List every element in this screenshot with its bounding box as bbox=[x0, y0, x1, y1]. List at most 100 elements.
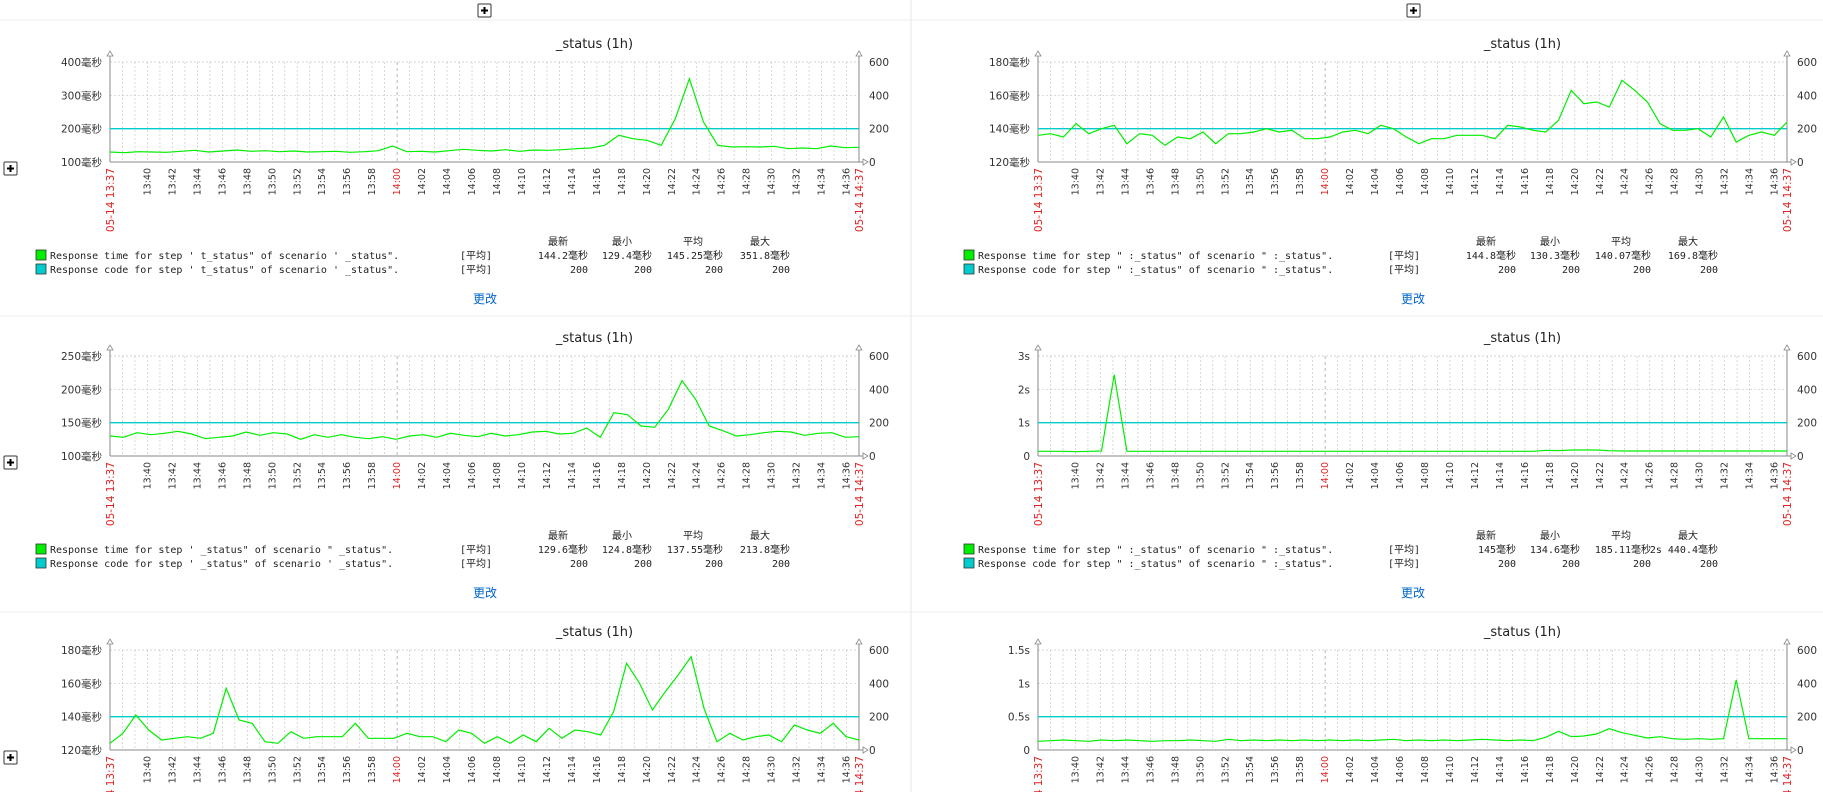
x-tick-label: 13:50 bbox=[267, 462, 278, 489]
x-tick-label: 13:56 bbox=[1270, 756, 1281, 783]
legend-value: 351.8毫秒 bbox=[740, 249, 790, 262]
legend-header: 最新 bbox=[1476, 529, 1496, 542]
add-graph-button-row1[interactable] bbox=[3, 161, 18, 176]
x-axis-arrow-icon bbox=[1790, 452, 1797, 460]
x-tick-label: 14:14 bbox=[1495, 756, 1506, 783]
x-tick-label: 14:24 bbox=[1620, 462, 1631, 489]
graph-panel: _status (1h) 180毫秒 160毫秒 140毫秒 120毫秒 600 400 20… bbox=[963, 37, 1817, 306]
legend-header: 最小 bbox=[612, 236, 632, 248]
x-tick-label: 14:36 bbox=[1770, 462, 1781, 489]
y-tick-label: 140毫秒 bbox=[989, 123, 1031, 136]
legend-value: 129.6毫秒 bbox=[538, 543, 588, 556]
series-line-response-time bbox=[109, 655, 860, 745]
legend-value: 145.25毫秒 bbox=[667, 249, 723, 262]
x-tick-label: 14:14 bbox=[1495, 168, 1506, 195]
x-tick-label: 14:26 bbox=[717, 462, 728, 489]
graph-title: _status (1h) bbox=[1483, 331, 1561, 346]
x-tick-label: 14:12 bbox=[1470, 756, 1481, 783]
y2-tick-label: 400 bbox=[869, 678, 889, 690]
y2-tick-label: 0 bbox=[869, 745, 876, 757]
update-link[interactable]: 更改 bbox=[1401, 292, 1425, 306]
x-tick-label: 14:00 bbox=[392, 462, 403, 489]
x-tick-label: 14:26 bbox=[717, 756, 728, 783]
x-tick-label: 14:16 bbox=[1520, 756, 1531, 783]
x-tick-label: 14:06 bbox=[467, 756, 478, 783]
x-tick-label: 14:24 bbox=[692, 168, 703, 195]
legend-tag: [平均] bbox=[460, 544, 492, 556]
x-tick-label: 14:20 bbox=[642, 756, 653, 783]
legend-label: Response code for step ' _status" of sce… bbox=[50, 559, 393, 570]
x-tick-label: 14:32 bbox=[792, 756, 803, 783]
update-link[interactable]: 更改 bbox=[473, 586, 497, 600]
x-tick-label: 14:34 bbox=[1745, 462, 1756, 489]
x-tick-label: 14:02 bbox=[417, 462, 428, 489]
x-tick-label: 13:48 bbox=[1170, 168, 1181, 195]
x-tick-label: 13:44 bbox=[1120, 462, 1131, 489]
y-tick-label: 250毫秒 bbox=[61, 350, 103, 363]
legend-label: Response time for step ' t_status" of sc… bbox=[50, 251, 399, 262]
update-link[interactable]: 更改 bbox=[473, 292, 497, 306]
y2-tick-label: 200 bbox=[1797, 124, 1817, 136]
series-line-response-time bbox=[109, 379, 860, 440]
x-tick-label: 14:36 bbox=[1770, 168, 1781, 195]
x-axis-arrow-icon bbox=[862, 746, 869, 754]
y-axis-arrow-icon bbox=[1783, 638, 1791, 645]
legend-value: 200 bbox=[1700, 559, 1718, 570]
x-start-label: 05-14 13:37 bbox=[105, 462, 117, 526]
legend-swatch-response-time bbox=[35, 249, 47, 261]
legend-tag: [平均] bbox=[1388, 558, 1420, 570]
y-axis-arrow-icon bbox=[106, 50, 114, 57]
x-tick-label: 14:26 bbox=[1645, 756, 1656, 783]
y-axis-arrow-icon bbox=[1034, 344, 1042, 351]
y-axis-arrow-icon bbox=[106, 344, 114, 351]
x-tick-label: 13:40 bbox=[1070, 462, 1081, 489]
legend-value: 200 bbox=[1700, 265, 1718, 276]
x-tick-label: 13:40 bbox=[142, 462, 153, 489]
x-tick-label: 13:58 bbox=[367, 168, 378, 195]
x-tick-label: 14:30 bbox=[767, 756, 778, 783]
y2-tick-label: 0 bbox=[1797, 745, 1804, 757]
legend-value: 200 bbox=[634, 559, 652, 570]
x-tick-label: 14:16 bbox=[1520, 462, 1531, 489]
series-line-response-time bbox=[1037, 79, 1788, 147]
x-axis-arrow-icon bbox=[862, 158, 869, 166]
x-tick-label: 14:18 bbox=[1545, 462, 1556, 489]
legend-value: 137.55毫秒 bbox=[667, 543, 723, 556]
x-tick-label: 13:40 bbox=[1070, 756, 1081, 783]
y2-tick-label: 600 bbox=[869, 645, 889, 657]
x-tick-label: 14:22 bbox=[667, 462, 678, 489]
x-tick-label: 14:34 bbox=[817, 756, 828, 783]
x-tick-label: 13:54 bbox=[317, 462, 328, 489]
x-tick-label: 14:00 bbox=[392, 168, 403, 195]
x-tick-label: 14:16 bbox=[592, 756, 603, 783]
add-graph-button-row2[interactable] bbox=[3, 455, 18, 470]
x-tick-label: 14:02 bbox=[1345, 756, 1356, 783]
x-tick-label: 14:28 bbox=[742, 168, 753, 195]
x-tick-label: 14:22 bbox=[667, 168, 678, 195]
series-line-response-time bbox=[1037, 679, 1787, 742]
x-start-label: 05-14 13:37 bbox=[105, 168, 117, 232]
x-tick-label: 14:10 bbox=[1445, 756, 1456, 783]
x-tick-label: 13:58 bbox=[1295, 168, 1306, 195]
graph-panel: _status (1h) 180毫秒 160毫秒 140毫秒 120毫秒 600 400 20… bbox=[61, 625, 889, 792]
x-tick-label: 14:00 bbox=[1320, 168, 1331, 195]
x-axis-arrow-icon bbox=[862, 452, 869, 460]
y-tick-label: 150毫秒 bbox=[61, 417, 103, 430]
add-graph-button-top-left[interactable] bbox=[477, 3, 492, 18]
x-tick-label: 14:22 bbox=[1595, 168, 1606, 195]
x-tick-label: 13:50 bbox=[267, 756, 278, 783]
x-tick-label: 13:56 bbox=[342, 462, 353, 489]
legend-value: 145毫秒 bbox=[1478, 543, 1516, 556]
x-tick-label: 14:22 bbox=[1595, 462, 1606, 489]
x-tick-label: 14:24 bbox=[1620, 168, 1631, 195]
y-tick-label: 300毫秒 bbox=[61, 89, 103, 102]
add-graph-button-top-right[interactable] bbox=[1406, 3, 1421, 18]
update-link[interactable]: 更改 bbox=[1401, 586, 1425, 600]
x-tick-label: 13:46 bbox=[217, 168, 228, 195]
legend-value: 200 bbox=[772, 559, 790, 570]
x-tick-label: 14:22 bbox=[667, 756, 678, 783]
y2-tick-label: 400 bbox=[1797, 90, 1817, 102]
x-tick-label: 13:46 bbox=[217, 756, 228, 783]
add-graph-button-row3[interactable] bbox=[3, 750, 18, 765]
x-tick-label: 14:14 bbox=[567, 462, 578, 489]
